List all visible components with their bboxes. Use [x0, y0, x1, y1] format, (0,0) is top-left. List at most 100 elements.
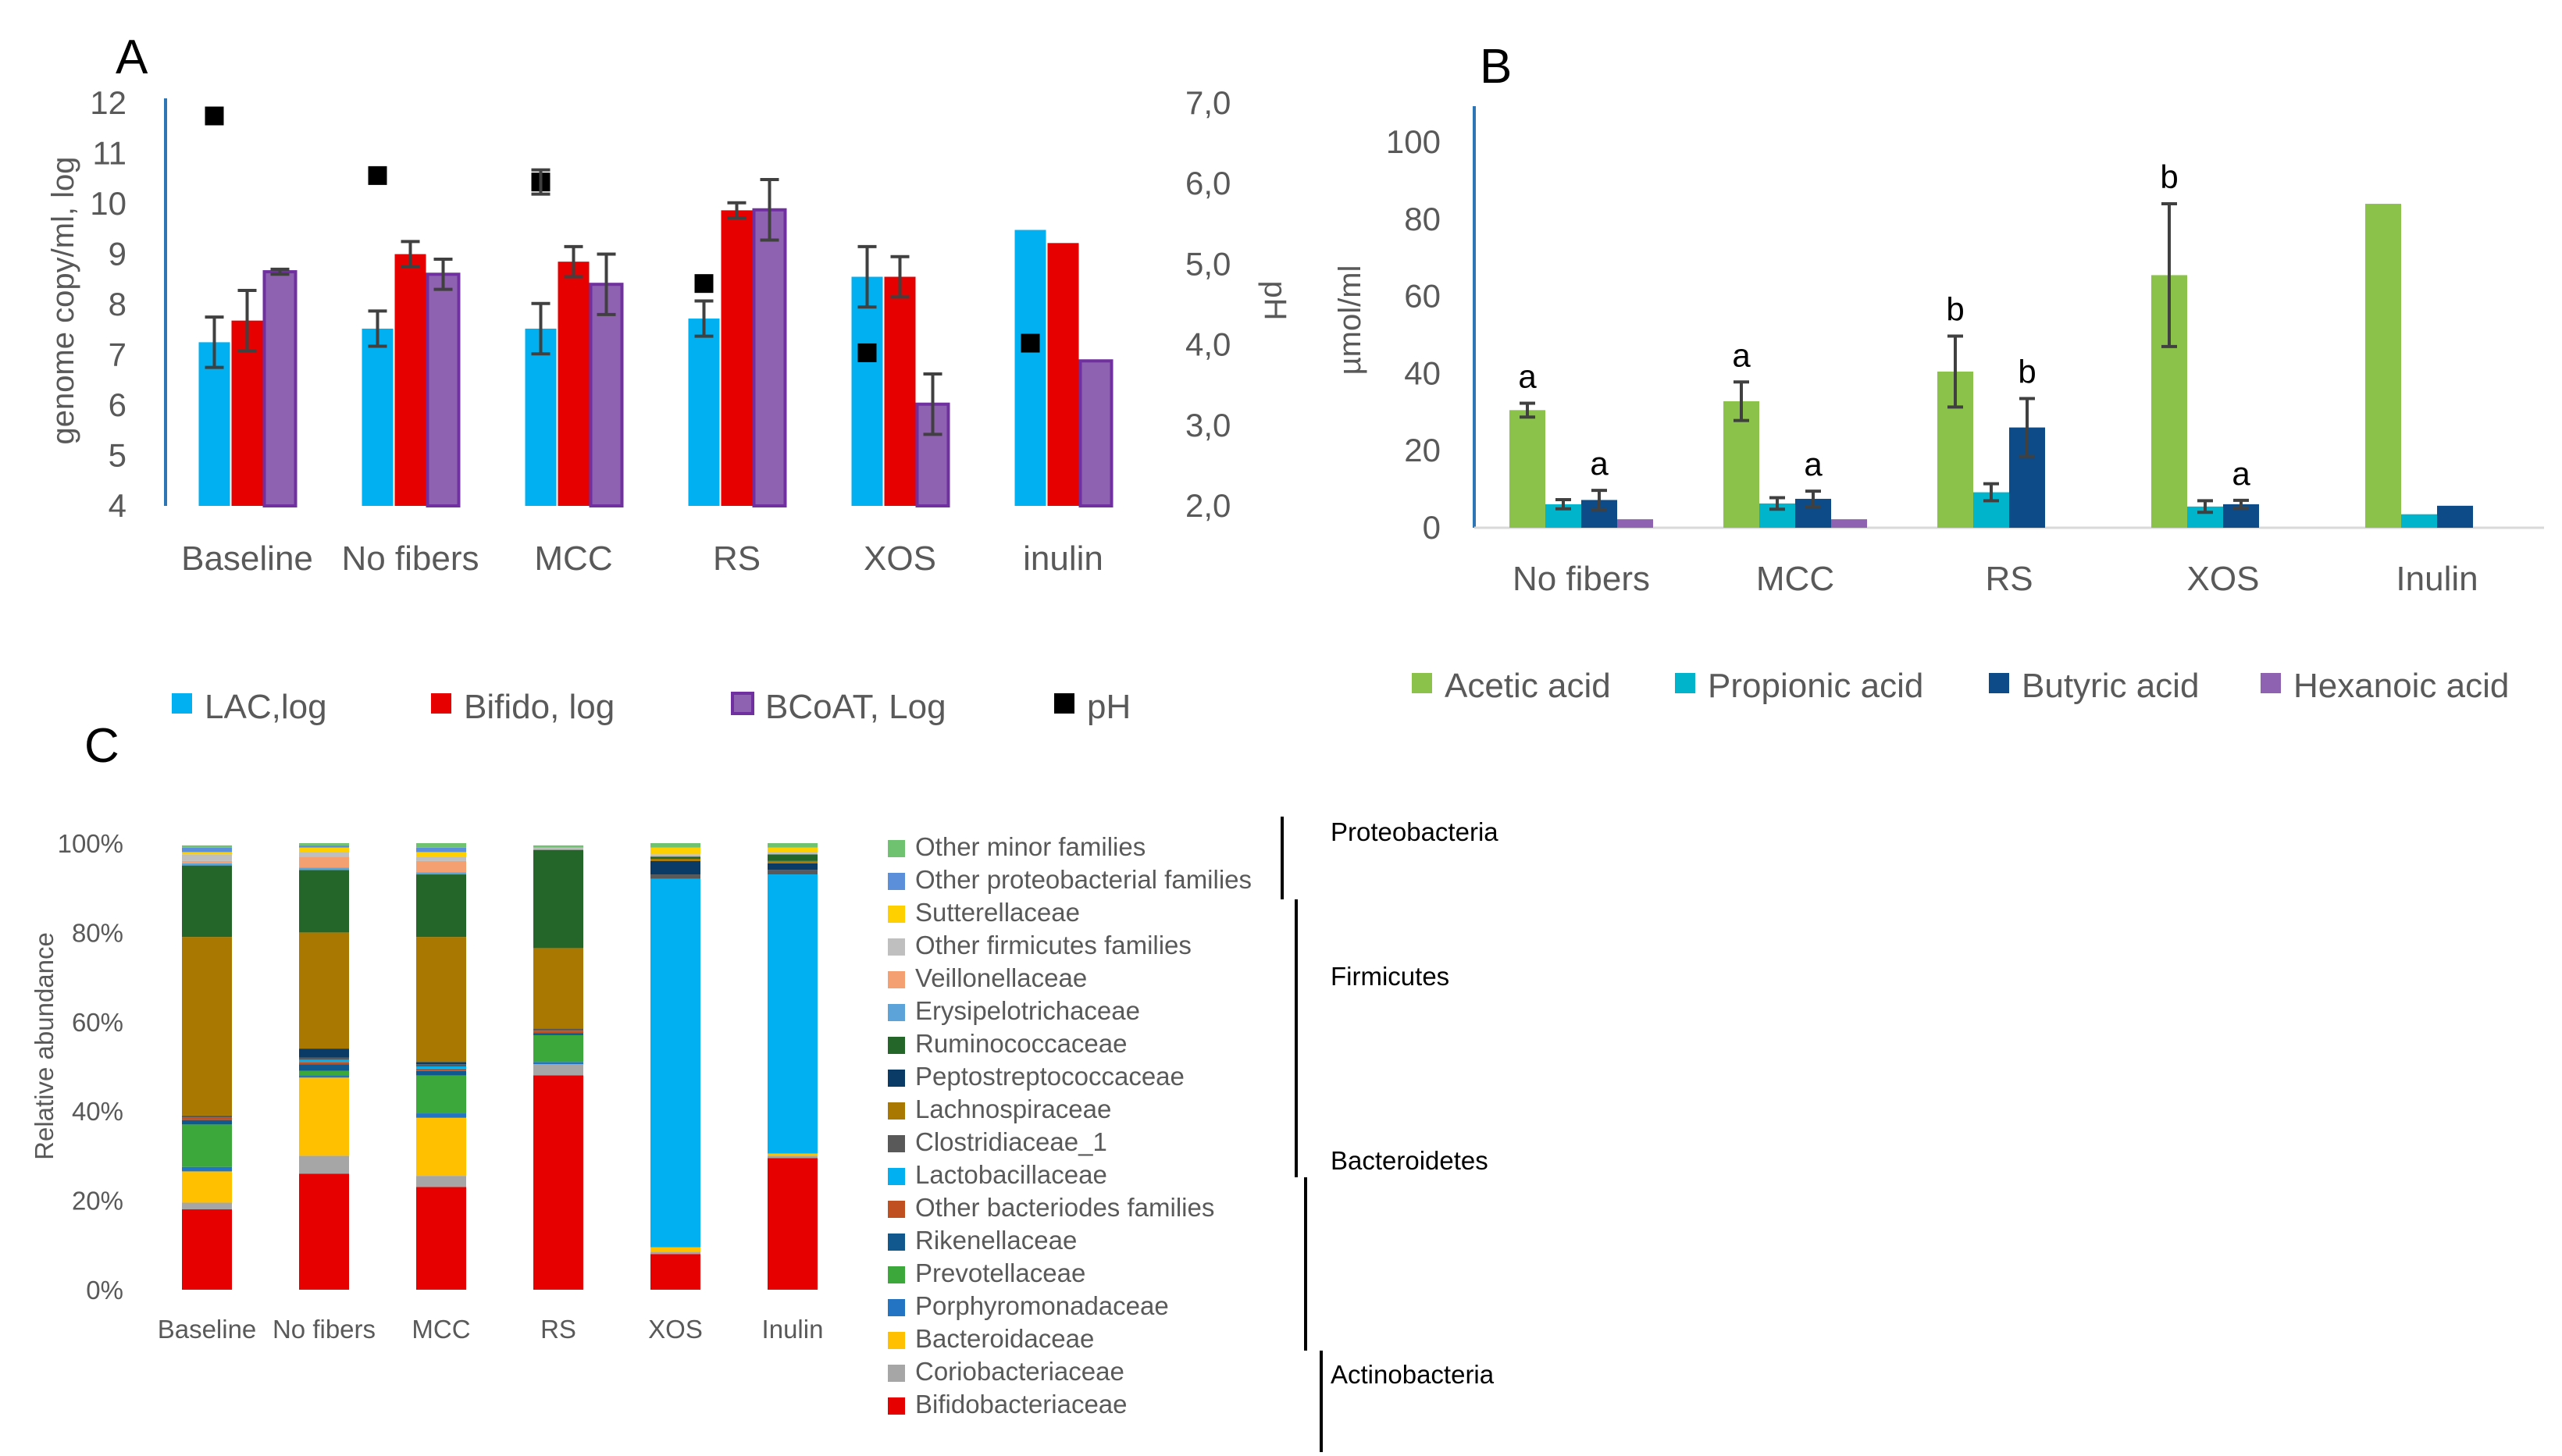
panel-a-legend-swatch — [431, 693, 451, 714]
panel-c-segment — [533, 1062, 583, 1065]
panel-c-segment — [768, 854, 818, 861]
panel-c-segment — [182, 1117, 232, 1120]
panel-c-segment — [650, 843, 700, 848]
panel-a-bar-lac — [362, 328, 394, 506]
panel-c-segment — [416, 843, 466, 848]
panel-c-segment — [768, 1153, 818, 1156]
panel-c-segment — [182, 854, 232, 861]
panel-b-legend-label: Hexanoic acid — [2293, 667, 2509, 705]
panel-c-segment — [768, 1158, 818, 1290]
panel-b-bar-acetic — [1723, 400, 1759, 528]
panel-a-y2tick: 5,0 — [1185, 245, 1231, 282]
panel-c-xtick: XOS — [648, 1315, 703, 1344]
panel-b-ytick: 0 — [1423, 509, 1441, 546]
panel-c-segment — [299, 1064, 349, 1071]
panel-c-legend-label: Erysipelotrichaceae — [915, 996, 1140, 1025]
panel-c-xtick: RS — [540, 1315, 576, 1344]
panel-c-segment — [533, 1064, 583, 1076]
panel-b-chart: µmol/ml 0 20 40 60 80 100 No fibers a a MCC a a RS b b… — [1333, 106, 2544, 598]
panel-c-ylabel: Relative abundance — [30, 932, 59, 1160]
panel-a-y2tick: 2,0 — [1185, 487, 1231, 524]
panel-c-segment — [650, 859, 700, 861]
panel-c-segment — [768, 843, 818, 848]
panel-c-segment — [299, 1070, 349, 1076]
panel-c-segment — [768, 1155, 818, 1159]
panel-a-xtick: No fibers — [341, 539, 479, 578]
panel-a-bar-bifido — [558, 262, 590, 506]
panel-c-legend-label: Bacteroidaceae — [915, 1324, 1094, 1353]
panel-b-legend-swatch — [1675, 673, 1695, 693]
panel-c-segment — [416, 1075, 466, 1114]
panel-a-bar-bcoat — [752, 208, 787, 507]
panel-c-segment — [299, 1075, 349, 1078]
panel-c-legend-swatch — [888, 971, 905, 988]
panel-a-legend: LAC,log Bifido, log BCoAT, Log pH — [172, 688, 1131, 726]
panel-c-segment — [416, 856, 466, 861]
panel-a-ph-marker — [857, 343, 877, 362]
panel-c-segment — [299, 1077, 349, 1156]
panel-b-bar-acetic — [2365, 204, 2401, 528]
panel-a-ph-marker — [1021, 333, 1040, 353]
panel-c-legend-label: Veillonellaceae — [915, 963, 1087, 992]
panel-c-segment — [416, 1187, 466, 1290]
panel-a-chart: genome copy/ml, log pH 4 5 6 7 8 9 10 11 12 2,0 3,… — [46, 84, 1292, 578]
panel-c-segment — [416, 1117, 466, 1177]
panel-c-legend-swatch — [888, 1102, 905, 1120]
panel-c-segment — [416, 1113, 466, 1118]
panel-a-legend-label: pH — [1087, 688, 1131, 726]
panel-c-segment — [650, 847, 700, 855]
panel-c-phyla: Proteobacteria Firmicutes Bacteroidetes Act… — [1281, 817, 1498, 1452]
panel-a-xtick: MCC — [534, 539, 612, 578]
panel-b-significance-letter: b — [2018, 354, 2036, 390]
panel-c-segment — [416, 847, 466, 853]
panel-c-segment — [650, 878, 700, 1248]
panel-b-ytick: 20 — [1404, 432, 1441, 468]
panel-c-legend-label: Bifidobacteriaceae — [915, 1390, 1128, 1419]
panel-c-phylum-label: Firmicutes — [1331, 962, 1449, 991]
panel-c-segment — [416, 1068, 466, 1071]
panel-a-ytick: 6 — [109, 386, 126, 423]
panel-c-segment — [416, 1062, 466, 1065]
panel-a-ph-marker — [694, 274, 714, 294]
panel-c-legend-label: Clostridiaceae_1 — [915, 1127, 1107, 1156]
panel-c-segment — [416, 872, 466, 875]
panel-a-xtick: RS — [713, 539, 761, 578]
panel-a-y2tick: 3,0 — [1185, 407, 1231, 443]
panel-label-c: C — [84, 719, 119, 773]
panel-c-legend-swatch — [888, 840, 905, 857]
panel-b-legend-label: Propionic acid — [1708, 667, 1923, 705]
panel-c-segment — [416, 1070, 466, 1076]
panel-c-segment — [416, 874, 466, 938]
panel-c-legend-label: Porphyromonadaceae — [915, 1291, 1169, 1320]
panel-a-bar-lac — [1014, 230, 1046, 506]
panel-c-segment — [182, 863, 232, 866]
panel-a-bar-lac — [851, 276, 883, 506]
panel-c-legend-swatch — [888, 1201, 905, 1218]
panel-c-segment — [533, 1028, 583, 1031]
panel-c-segment — [299, 1048, 349, 1058]
panel-c-ytick: 80% — [72, 918, 123, 947]
panel-c-segment — [182, 852, 232, 855]
panel-c-segment — [182, 847, 232, 853]
panel-a-bar-lac — [525, 328, 557, 506]
panel-a-y2tick: 6,0 — [1185, 165, 1231, 201]
panel-b-ytick: 100 — [1386, 123, 1441, 160]
panel-c-ytick: 0% — [86, 1276, 123, 1305]
panel-b-bar-acetic — [1509, 410, 1545, 528]
panel-b-significance-letter: a — [2232, 455, 2250, 492]
panel-c-segment — [416, 860, 466, 873]
panel-c-segment — [182, 1115, 232, 1118]
panel-a-ytick: 11 — [92, 135, 126, 172]
panel-c-segment — [650, 1251, 700, 1255]
panel-c-segment — [650, 856, 700, 860]
panel-b-significance-letter: a — [1732, 336, 1751, 373]
panel-c-segment — [533, 948, 583, 1029]
panel-c-segment — [182, 1120, 232, 1125]
panel-c-segment — [299, 867, 349, 870]
panel-label-b: B — [1480, 40, 1512, 94]
panel-c-legend-label: Other bacteriodes families — [915, 1193, 1214, 1222]
panel-b-significance-letter: a — [1518, 358, 1537, 394]
panel-c-segment — [299, 1173, 349, 1290]
panel-a-bar-lac — [198, 342, 230, 506]
